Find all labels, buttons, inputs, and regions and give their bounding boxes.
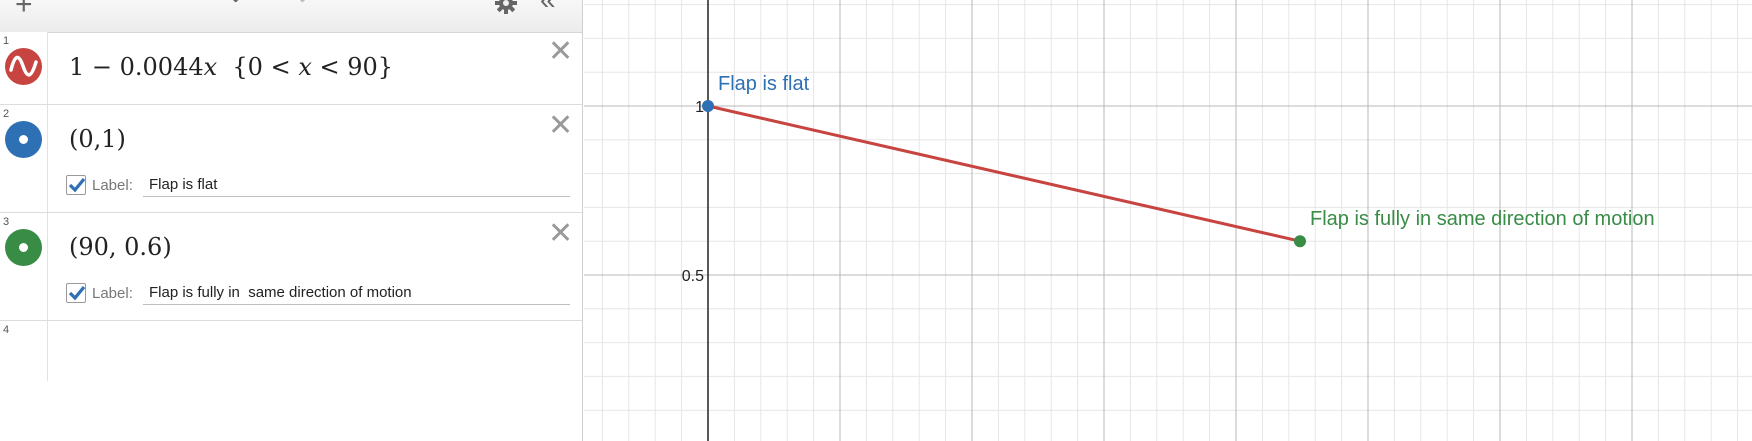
function-line	[707, 104, 1301, 243]
label-checkbox[interactable]	[66, 175, 86, 195]
expression-panel: + ↶ ↷ « 1	[0, 0, 583, 441]
row-number: 1	[3, 35, 10, 47]
label-input[interactable]	[143, 281, 570, 305]
expression-gutter: 3	[0, 213, 48, 320]
expression-math[interactable]: (0,1)	[69, 125, 126, 153]
delete-expression-icon[interactable]: ✕	[548, 217, 574, 250]
label-caption: Label:	[92, 285, 133, 302]
expression-math[interactable]: (90, 0.6)	[69, 233, 172, 261]
minor-grid	[584, 0, 1752, 441]
row-number: 4	[3, 324, 10, 336]
label-checkbox[interactable]	[66, 283, 86, 303]
expression-row-3[interactable]: 3 (90, 0.6) ✕ Label:	[0, 213, 582, 321]
row-number: 2	[3, 108, 10, 120]
label-caption: Label:	[92, 177, 133, 194]
graph-canvas[interactable]: 10.5 Flap is flat Flap is fully in same …	[584, 0, 1752, 441]
row-number: 3	[3, 216, 10, 228]
delete-expression-icon[interactable]: ✕	[548, 35, 574, 68]
delete-expression-icon[interactable]: ✕	[548, 109, 574, 142]
double-chevron-left-icon[interactable]: «	[540, 0, 556, 14]
label-input[interactable]	[143, 173, 570, 197]
point-label-flat: Flap is flat	[718, 73, 810, 95]
expression-toolbar: + ↶ ↷ «	[0, 0, 582, 33]
expression-gutter: 1	[0, 32, 48, 104]
y-tick-label: 1	[695, 99, 704, 116]
expression-gutter: 4	[0, 321, 48, 381]
expression-gutter: 2	[0, 105, 48, 212]
y-tick-labels: 10.5	[682, 99, 704, 285]
y-tick-label: 0.5	[682, 268, 704, 285]
expression-row-1[interactable]: 1 1 − 0.0044𝑥 {0 < 𝑥 < 90} ✕	[0, 32, 582, 105]
point-label-full: Flap is fully in same direction of motio…	[1310, 208, 1655, 230]
point-flap-full[interactable]	[1294, 235, 1306, 248]
expression-row-4[interactable]: 4	[0, 321, 582, 381]
gear-icon[interactable]	[495, 0, 517, 19]
expression-math[interactable]: 1 − 0.0044𝑥 {0 < 𝑥 < 90}	[69, 53, 394, 81]
expression-row-2[interactable]: 2 (0,1) ✕ Label:	[0, 105, 582, 213]
point-marker-icon[interactable]	[5, 121, 42, 158]
major-grid	[584, 0, 1752, 441]
undo-icon[interactable]: ↶	[230, 0, 250, 12]
point-marker-icon[interactable]	[5, 229, 42, 266]
point-flap-flat[interactable]	[702, 100, 714, 112]
wave-icon[interactable]	[5, 48, 42, 85]
add-expression-button[interactable]: +	[15, 0, 33, 21]
redo-icon[interactable]: ↷	[288, 0, 308, 12]
